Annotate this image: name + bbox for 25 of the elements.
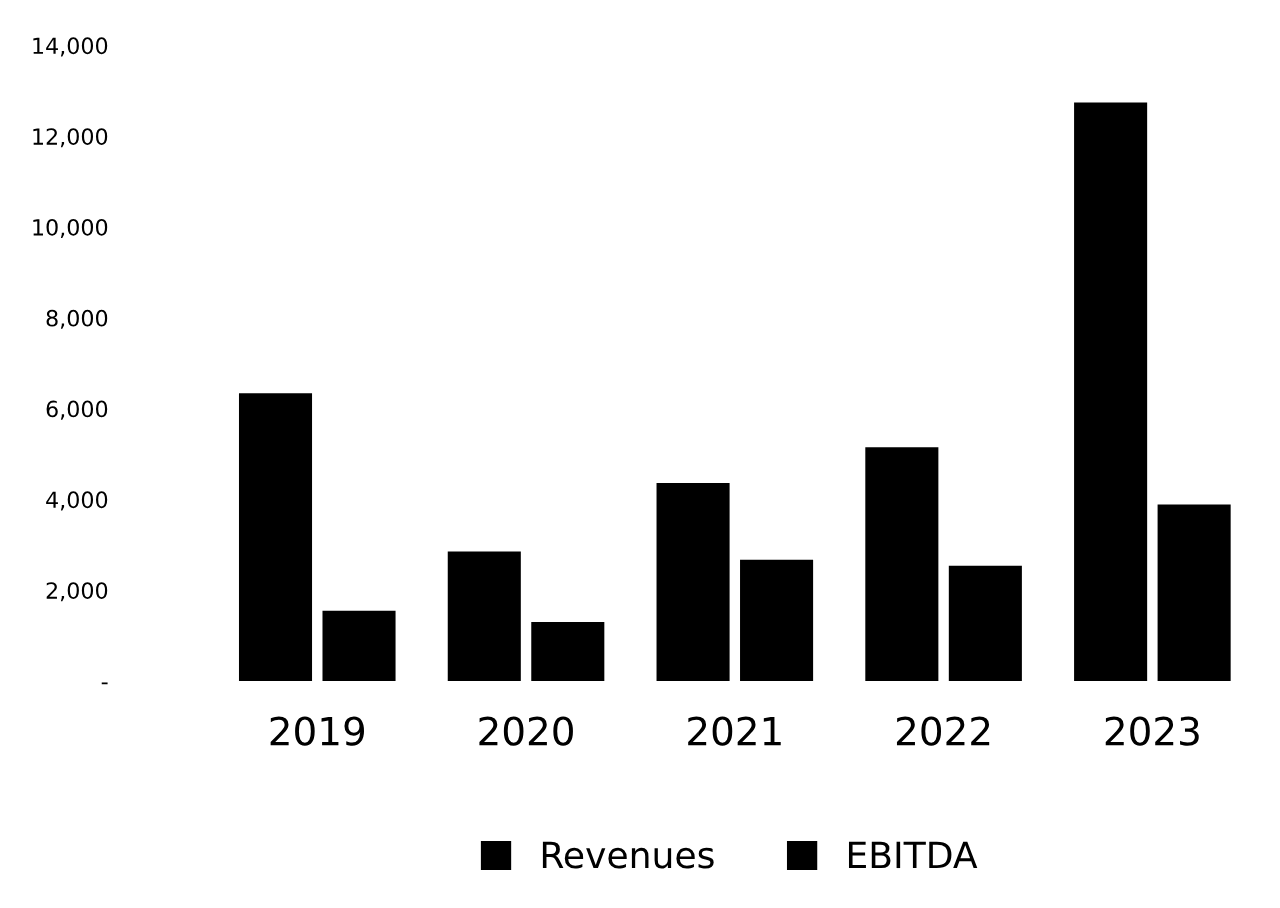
- bar: [238, 393, 313, 681]
- bar: [322, 610, 396, 681]
- bar: [1074, 102, 1148, 681]
- bar: [1157, 504, 1231, 681]
- y-tick-label: 8,000: [46, 309, 108, 329]
- x-tick-label: 2020: [479, 716, 573, 746]
- bar: [740, 559, 814, 681]
- y-tick-label: 10,000: [33, 218, 108, 239]
- bar: [865, 447, 939, 681]
- bar: [656, 483, 730, 681]
- legend-label: Revenues: [542, 841, 714, 869]
- x-tick-label: 2021: [688, 716, 781, 746]
- y-tick-label: 4,000: [46, 491, 108, 511]
- y-tick-label: 14,000: [33, 37, 108, 57]
- bar: [948, 565, 1022, 681]
- legend-label: EBITDA: [848, 841, 978, 869]
- y-tick-label: 12,000: [33, 128, 108, 148]
- x-tick-label: 2023: [1105, 716, 1199, 746]
- y-tick-label: 2,000: [46, 582, 108, 602]
- y-tick-label: 6,000: [46, 400, 108, 420]
- x-tick-label: 2022: [896, 716, 990, 746]
- bar: [447, 551, 521, 681]
- y-tick-label: -: [101, 682, 108, 685]
- bar: [531, 621, 605, 681]
- x-tick-label: 2019: [270, 716, 365, 746]
